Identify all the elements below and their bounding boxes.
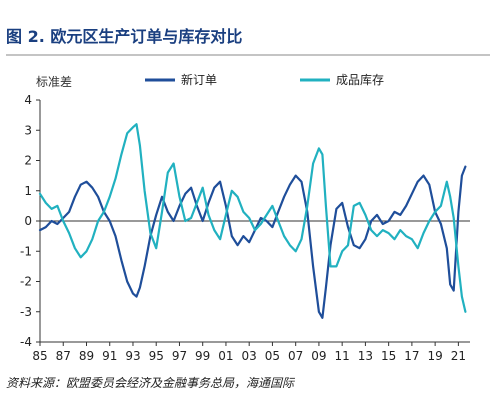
y-tick-label: 2 [24,154,32,168]
x-tick-label: 97 [172,349,187,363]
series-line-new-orders [38,165,467,319]
x-tick-label: 85 [32,349,47,363]
source-note: 资料来源：欧盟委员会经济及金融事务总局，海通国际 [6,376,296,390]
x-tick-label: 01 [218,349,233,363]
x-tick-label: 95 [149,349,164,363]
x-tick-label: 99 [195,349,210,363]
y-tick-label: -4 [20,335,32,349]
y-axis-label: 标准差 [36,75,72,89]
y-tick-label: 4 [24,93,32,107]
x-tick-label: 19 [427,349,442,363]
x-tick-label: 03 [242,349,257,363]
x-tick-label: 93 [125,349,140,363]
x-tick-label: 13 [358,349,373,363]
figure-title: 图 2. 欧元区生产订单与库存对比 [6,27,242,46]
y-tick-label: 3 [24,123,32,137]
x-tick-label: 87 [56,349,71,363]
series-line-finished-inventory [38,123,467,313]
chart-legend: 新订单 成品库存 [145,72,384,87]
x-tick-label: 05 [265,349,280,363]
legend-label: 新订单 [181,72,217,87]
x-tick-label: 11 [335,349,350,363]
x-tick-label: 15 [381,349,396,363]
x-tick-label: 17 [404,349,419,363]
y-tick-label: 1 [24,184,32,198]
x-tick-label: 07 [288,349,303,363]
x-tick-label: 89 [79,349,94,363]
legend-label: 成品库存 [336,72,384,87]
x-tick-label: 91 [102,349,117,363]
x-tick-label: 09 [311,349,326,363]
y-tick-label: 0 [24,214,32,228]
y-tick-label: -3 [20,305,32,319]
x-tick-label: 21 [451,349,466,363]
y-tick-label: -1 [20,244,32,258]
y-tick-label: -2 [20,275,32,289]
